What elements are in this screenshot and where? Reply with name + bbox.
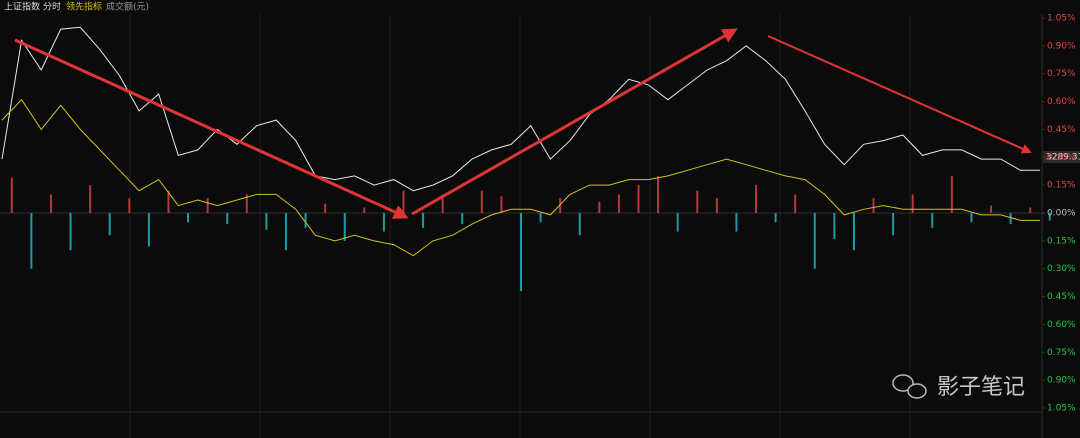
watermark-text: 影子笔记 (937, 375, 1025, 400)
bar (931, 213, 934, 228)
bar (128, 198, 131, 213)
bar (852, 213, 855, 251)
bar (950, 175, 953, 213)
bar (10, 177, 13, 213)
bar (520, 213, 522, 291)
bar (911, 194, 914, 213)
bar (108, 213, 111, 236)
bar (480, 190, 483, 213)
bar (265, 213, 268, 230)
bar (402, 190, 405, 213)
bar (382, 213, 385, 232)
bar (578, 213, 581, 236)
bar (89, 185, 92, 213)
bar (206, 198, 209, 213)
y-tick-label: 0.90% (1047, 41, 1076, 51)
y-tick-label: 0.60% (1047, 320, 1076, 330)
bar (284, 213, 287, 251)
line (1, 26, 1040, 192)
bar (343, 213, 346, 241)
bar (990, 205, 993, 213)
bar (30, 213, 33, 269)
bar (755, 185, 758, 213)
bar (637, 185, 640, 213)
bar (1029, 207, 1032, 213)
bar (324, 203, 327, 213)
bar (715, 198, 718, 213)
bar (167, 190, 170, 213)
chart-subtitle: 分时 (43, 1, 61, 13)
bar (813, 213, 816, 269)
bar (539, 213, 542, 223)
y-tick-label: 0.45% (1047, 292, 1076, 302)
bar (892, 213, 895, 236)
last-price: 3289.31 (1046, 153, 1080, 163)
bar (794, 194, 797, 213)
y-tick-label: 0.60% (1047, 97, 1076, 107)
bar (226, 213, 229, 225)
bar (245, 194, 248, 213)
bar (1048, 213, 1051, 221)
legend-entry: 领先指标 (66, 1, 102, 13)
y-tick-label: 0.30% (1047, 153, 1076, 163)
y-tick-label: 0.90% (1047, 376, 1076, 386)
legend-entry: 成交额(元) (106, 1, 149, 13)
chart-title: 上证指数 (4, 1, 40, 13)
watermark: 影子笔记 (892, 374, 1025, 400)
y-tick-label: 0.75% (1047, 348, 1076, 358)
bar (676, 213, 679, 232)
bar (774, 213, 777, 223)
y-tick-label: 0.15% (1047, 181, 1076, 191)
y-tick-label: 1.05% (1047, 404, 1076, 414)
y-tick-label: 0.30% (1047, 264, 1076, 274)
plot (0, 17, 1051, 409)
y-tick-label: 0.75% (1047, 69, 1076, 79)
y-tick-label: 0.00% (1047, 209, 1076, 219)
bar (304, 213, 307, 228)
bar (598, 201, 601, 213)
bar (461, 213, 464, 225)
y-tick-label: 0.45% (1047, 125, 1076, 135)
bar (735, 213, 738, 232)
bar (696, 190, 699, 213)
y-tick-label: 1.05% (1047, 14, 1076, 24)
bar (1009, 213, 1012, 225)
bar (69, 213, 72, 251)
vertical-grid (0, 14, 1043, 438)
bar (187, 213, 190, 223)
bar (559, 198, 562, 213)
bar (500, 196, 503, 213)
price-tag (1043, 151, 1080, 163)
bar (147, 213, 150, 247)
y-tick-label: 0.15% (1047, 236, 1076, 246)
bar (872, 198, 875, 213)
bar (49, 194, 52, 213)
bar (441, 194, 444, 213)
bar (363, 207, 366, 213)
bar (422, 213, 425, 228)
bar (657, 175, 660, 213)
bar (970, 213, 973, 223)
bar (617, 194, 620, 213)
trend-arrows (14, 28, 1032, 219)
line (1, 98, 1040, 257)
bar (833, 213, 836, 239)
